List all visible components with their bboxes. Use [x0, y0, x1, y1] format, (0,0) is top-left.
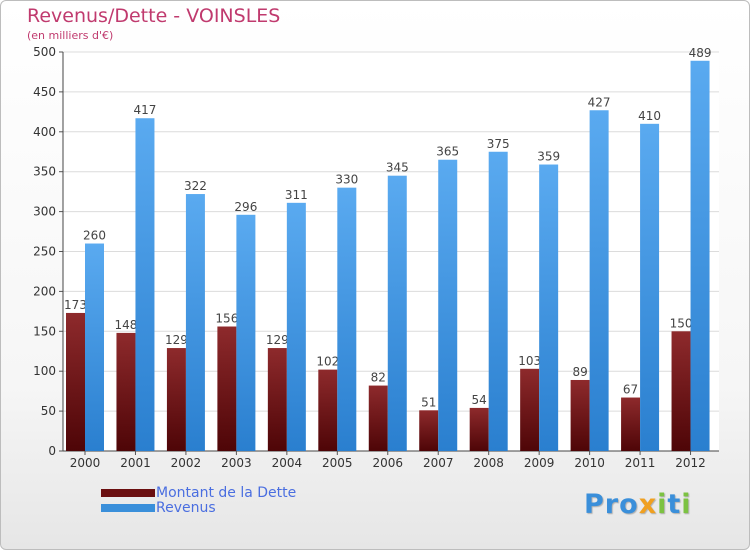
y-tick-label: 100: [33, 364, 56, 378]
y-tick-label: 350: [33, 165, 56, 179]
data-label: 296: [234, 200, 257, 214]
x-tick-label: 2005: [322, 456, 353, 470]
legend-swatch-revenus: [101, 504, 155, 512]
logo-letter: i: [681, 489, 692, 520]
data-label: 359: [537, 150, 560, 164]
y-tick-label: 50: [41, 404, 56, 418]
bar-dette: [267, 348, 287, 451]
bar-revenus: [135, 118, 155, 451]
data-label: 82: [371, 371, 386, 385]
data-label: 260: [83, 229, 106, 243]
data-label: 129: [165, 333, 188, 347]
x-tick-label: 2006: [372, 456, 403, 470]
logo-letter: t: [667, 489, 682, 520]
bar-revenus: [438, 159, 458, 452]
bar-dette: [621, 397, 641, 451]
bar-dette: [217, 326, 237, 451]
bar-dette: [671, 331, 691, 451]
x-tick-label: 2000: [70, 456, 101, 470]
data-label: 54: [472, 393, 487, 407]
logo-letter: P: [584, 489, 605, 520]
bar-revenus: [286, 202, 306, 451]
data-label: 427: [588, 95, 611, 109]
bar-revenus: [589, 110, 609, 451]
bar-revenus: [85, 243, 104, 451]
y-tick-label: 300: [33, 205, 56, 219]
bar-revenus: [690, 60, 710, 451]
bar-dette: [66, 312, 85, 451]
data-label: 330: [335, 173, 358, 187]
x-tick-label: 2003: [221, 456, 252, 470]
proxiti-logo: Proxiti: [584, 489, 692, 520]
bar-revenus: [337, 187, 357, 451]
bar-dette: [166, 348, 186, 451]
legend-label-dette: Montant de la Dette: [156, 485, 297, 501]
data-label: 103: [518, 354, 541, 368]
y-tick-label: 450: [33, 85, 56, 99]
bar-dette: [570, 379, 590, 451]
data-label: 375: [487, 137, 510, 151]
bar-dette: [116, 332, 136, 451]
data-label: 89: [572, 365, 587, 379]
bar-dette: [469, 407, 489, 451]
data-label: 102: [316, 355, 339, 369]
x-tick-label: 2004: [272, 456, 303, 470]
bar-dette: [419, 410, 439, 451]
x-tick-label: 2002: [171, 456, 202, 470]
data-label: 173: [64, 298, 87, 312]
x-tick-label: 2009: [524, 456, 555, 470]
y-tick-label: 200: [33, 284, 56, 298]
y-tick-label: 500: [33, 45, 56, 59]
x-tick-label: 2012: [675, 456, 706, 470]
x-tick-label: 2011: [625, 456, 656, 470]
data-label: 129: [266, 333, 289, 347]
data-label: 148: [115, 318, 138, 332]
data-label: 417: [134, 103, 157, 117]
data-label: 489: [689, 46, 712, 60]
bar-dette: [520, 368, 540, 451]
bar-revenus: [539, 164, 559, 451]
legend-swatch-dette: [101, 489, 155, 497]
data-label: 345: [386, 161, 409, 175]
legend-label-revenus: Revenus: [156, 500, 216, 516]
x-tick-label: 2007: [423, 456, 454, 470]
chart-title: Revenus/Dette - VOINSLES: [27, 5, 281, 27]
bar-dette: [368, 385, 388, 451]
data-label: 51: [421, 395, 436, 409]
bar-dette: [318, 369, 338, 451]
bar-revenus: [640, 123, 660, 451]
y-tick-label: 250: [33, 245, 56, 259]
data-label: 156: [215, 312, 238, 326]
logo-letter: x: [638, 489, 658, 520]
chart-subtitle: (en milliers d'€): [27, 29, 114, 42]
x-tick-label: 2010: [574, 456, 605, 470]
data-label: 150: [670, 316, 693, 330]
logo-letter: i: [657, 489, 668, 520]
y-tick-label: 150: [33, 324, 56, 338]
x-tick-label: 2001: [120, 456, 151, 470]
y-tick-label: 0: [48, 444, 56, 458]
data-label: 311: [285, 188, 308, 202]
data-label: 322: [184, 179, 207, 193]
logo-letter: o: [619, 489, 639, 520]
x-tick-label: 2008: [473, 456, 504, 470]
bar-revenus: [185, 194, 205, 451]
y-tick-label: 400: [33, 125, 56, 139]
bar-revenus: [387, 175, 407, 451]
bar-revenus: [236, 214, 256, 451]
bar-revenus: [488, 151, 508, 451]
data-label: 410: [638, 109, 661, 123]
data-label: 67: [623, 383, 638, 397]
data-label: 365: [436, 145, 459, 159]
logo-letter: r: [604, 489, 620, 520]
